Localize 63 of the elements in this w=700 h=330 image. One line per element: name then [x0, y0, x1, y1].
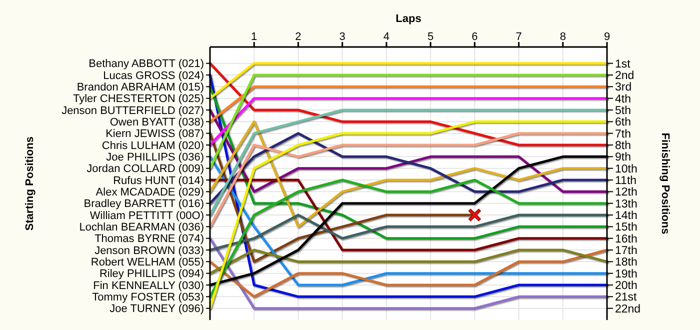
x-axis-title: Laps — [396, 13, 422, 25]
x-tick-label: 3 — [339, 31, 346, 43]
y-tick-label: 6th — [615, 116, 631, 129]
y-tick-label: 13th — [615, 198, 638, 210]
category-label: Rufus HUNT (014) — [113, 174, 204, 187]
category-label: Lucas GROSS (024) — [103, 70, 204, 82]
line-series — [208, 178, 608, 298]
y-tick-label: 7th — [615, 128, 631, 140]
x-tick-label: 8 — [560, 31, 566, 43]
y-tick-label: 1st — [615, 58, 632, 70]
category-label: William PETTITT (00O) — [90, 210, 204, 222]
category-label: Kiern JEWISS (087) — [106, 128, 204, 140]
x-tick-label: 2 — [295, 31, 302, 43]
y-tick-label: 19th — [615, 268, 638, 280]
y-tick-label: 8th — [615, 140, 631, 152]
category-label: Alex MCADADE (029) — [96, 186, 204, 199]
x-tick-label: 4 — [383, 31, 390, 43]
x-tick-label: 6 — [472, 31, 478, 43]
x-tick-label: 9 — [604, 31, 610, 43]
category-label: Tyler CHESTERTON (025) — [72, 93, 204, 106]
y-tick-label: 18th — [615, 256, 638, 269]
category-label: Jenson BROWN (033) — [94, 244, 204, 257]
x-tick-label: 5 — [427, 31, 434, 43]
y-tick-label: 2nd — [615, 70, 634, 82]
category-label: Joe TURNEY (096) — [110, 303, 204, 316]
category-label: Thomas BYRNE (074) — [94, 233, 204, 246]
line-series — [208, 108, 608, 216]
y-tick-label: 16th — [615, 233, 638, 246]
category-label: Tommy FOSTER (053) — [92, 292, 204, 304]
category-label: Fin KENNEALLY (030) — [93, 280, 204, 292]
line-series — [208, 108, 608, 193]
category-label: Jenson BUTTERFIELD (027) — [62, 104, 204, 117]
y-tick-label: 15th — [615, 222, 638, 234]
category-label: Owen BYATT (038) — [110, 116, 204, 129]
line-series — [208, 214, 608, 252]
category-label: Riley PHILLIPS (094) — [99, 268, 204, 280]
text: Starting Positions — [24, 136, 36, 231]
category-label: Robert WELHAM (055) — [90, 256, 204, 269]
y-tick-label: 11th — [615, 175, 637, 188]
y-tick-label: 10th — [615, 163, 638, 176]
category-label: Bradley BARRETT (016) — [84, 198, 204, 210]
y-tick-label: 14th — [615, 210, 638, 222]
y-tick-label: 5th — [615, 105, 631, 118]
category-label: Brandon ABRAHAM (015) — [76, 82, 204, 94]
y-tick-label: 22nd — [615, 303, 641, 316]
y-axis-title: Finishing Positions — [659, 132, 671, 234]
line-series — [208, 120, 608, 310]
y-tick-label: 17th — [615, 245, 638, 258]
x-tick-label: 1 — [251, 31, 258, 43]
category-label: Lochlan BEARMAN (036) — [79, 222, 204, 234]
x-tick-label: 7 — [516, 31, 522, 43]
y-tick-label: 9th — [615, 152, 631, 164]
y-tick-label: 20th — [615, 280, 638, 292]
line-series — [208, 248, 608, 298]
line-series — [208, 62, 608, 146]
category-label: Chris LULHAM (020) — [102, 140, 204, 152]
y-tick-label: 3rd — [615, 82, 632, 94]
category-label: Joe PHILLIPS (036) — [106, 152, 204, 164]
y-tick-label: 4th — [615, 93, 631, 106]
category-label: Jordan COLLARD (009) — [86, 163, 204, 176]
category-label: Bethany ABBOTT (021) — [88, 58, 204, 70]
y-tick-label: 21st — [615, 292, 638, 304]
y-tick-label: 12th — [615, 186, 638, 199]
